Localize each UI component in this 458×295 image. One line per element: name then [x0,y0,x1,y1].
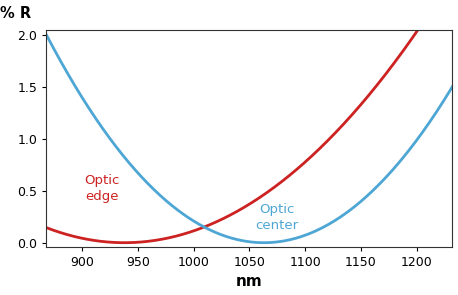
Text: Optic
center: Optic center [256,203,299,232]
Text: % R: % R [0,6,31,21]
Text: Optic
edge: Optic edge [84,174,120,203]
X-axis label: nm: nm [236,274,263,289]
